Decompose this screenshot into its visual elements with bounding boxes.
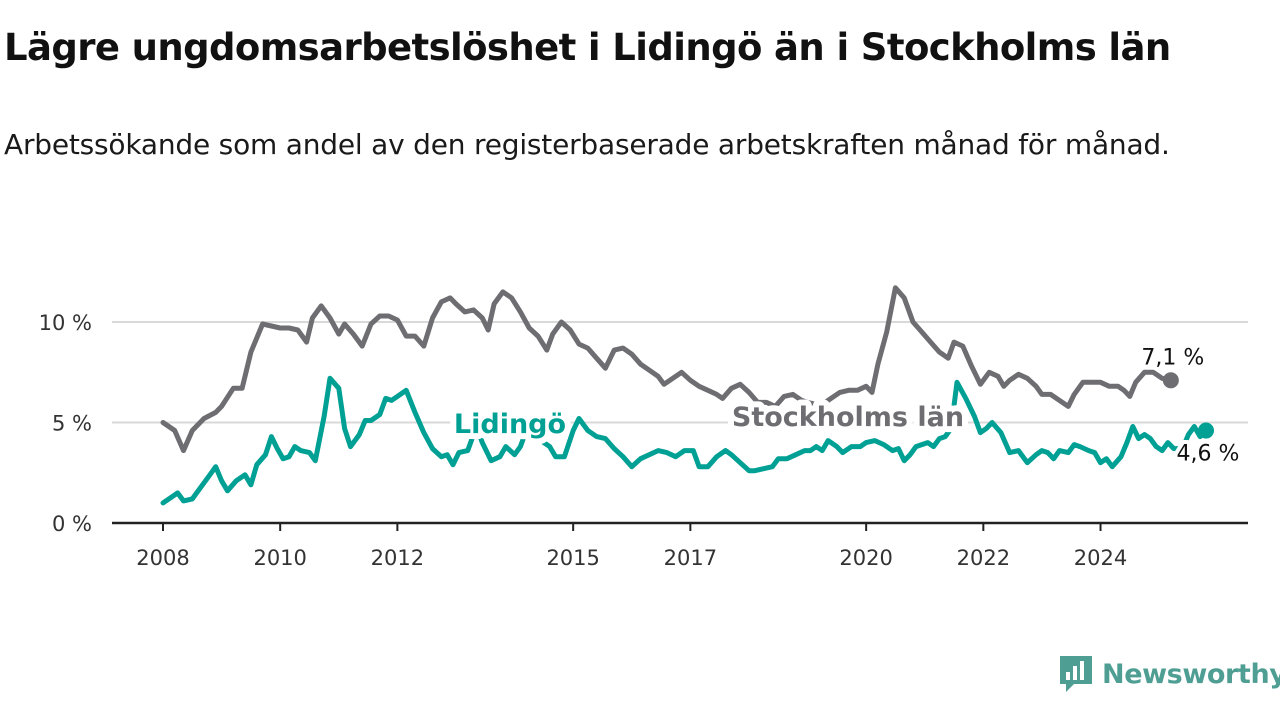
brand-name: Newsworthy (1102, 658, 1280, 690)
x-tick-label: 2024 (1074, 546, 1127, 570)
chart-title: Lägre ungdomsarbetslöshet i Lidingö än i… (4, 26, 1171, 69)
series-line-stockholms-län (160, 285, 1174, 454)
x-tick-label: 2012 (371, 546, 424, 570)
y-tick-label: 10 % (39, 311, 92, 335)
end-value-label-lidingö: 4,6 % (1177, 442, 1240, 467)
y-tick-label: 0 % (52, 512, 92, 536)
y-tick-label: 5 % (52, 412, 92, 436)
series-label-stockholms-län: Stockholms län (732, 402, 964, 433)
brand-logo: Newsworthy (1058, 654, 1280, 694)
series-label-halo: Stockholms län (732, 402, 964, 433)
series-line-lidingö (160, 375, 1209, 506)
newsworthy-logo-icon (1060, 656, 1092, 692)
x-tick-label: 2020 (839, 546, 892, 570)
series-label-lidingö: Lidingö (454, 409, 566, 440)
x-tick-label: 2017 (664, 546, 717, 570)
end-label-halo: 7,1 % (1141, 345, 1204, 370)
end-value-label-stockholms-län: 7,1 % (1141, 345, 1204, 370)
x-tick-label: 2010 (253, 546, 306, 570)
end-marker-stockholms-län (1162, 372, 1179, 389)
end-label-halo: 4,6 % (1177, 442, 1240, 467)
x-tick-label: 2008 (136, 546, 189, 570)
end-marker-lidingö (1198, 422, 1214, 439)
series-label-halo: Lidingö (454, 409, 566, 440)
x-tick-label: 2015 (546, 546, 599, 570)
x-tick-label: 2022 (957, 546, 1010, 570)
chart-subtitle: Arbetssökande som andel av den registerb… (4, 128, 1170, 161)
